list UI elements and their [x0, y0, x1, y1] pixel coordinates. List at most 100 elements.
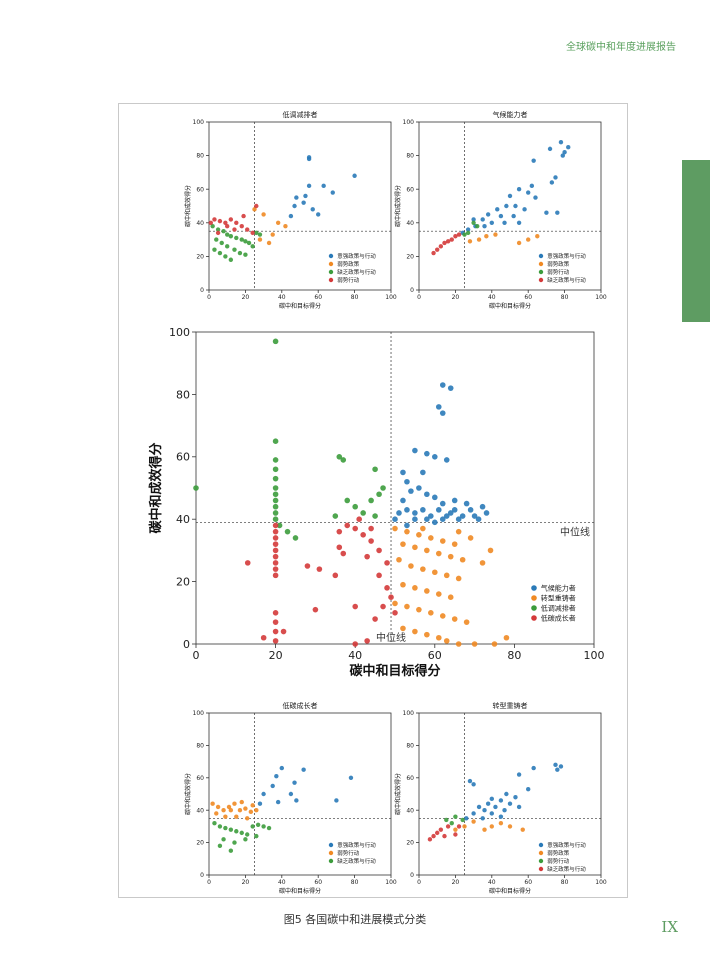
data-point — [459, 513, 466, 519]
data-point — [460, 817, 465, 823]
y-tick-label: 0 — [410, 287, 414, 294]
data-point — [526, 190, 531, 195]
data-point — [239, 799, 244, 805]
x-tick-label: 0 — [417, 879, 421, 886]
y-tick-label: 0 — [183, 638, 190, 651]
data-point — [332, 513, 339, 519]
legend-marker — [328, 253, 334, 259]
data-point — [516, 187, 522, 192]
data-point — [360, 532, 366, 538]
x-axis-label: 碳中和目标得分 — [489, 302, 531, 310]
data-point — [471, 513, 478, 519]
x-tick-label: 40 — [278, 294, 286, 301]
data-point — [352, 641, 358, 647]
data-point — [225, 223, 230, 229]
data-point — [526, 237, 531, 242]
data-point — [453, 234, 458, 239]
data-point — [485, 212, 491, 217]
data-point — [348, 775, 354, 780]
data-point — [424, 516, 430, 522]
data-point — [212, 217, 217, 222]
data-point — [225, 244, 230, 249]
data-point — [489, 824, 494, 829]
data-point — [257, 237, 263, 242]
report-header-title: 全球碳中和年度进展报告 — [566, 42, 676, 53]
data-point — [321, 183, 326, 189]
data-point — [455, 516, 462, 522]
data-point — [471, 217, 476, 222]
data-point — [555, 767, 560, 772]
legend-label: 弱势政策 — [547, 260, 570, 268]
data-point — [498, 820, 504, 826]
plot-frame — [208, 121, 392, 291]
x-tick-label: 100 — [584, 649, 605, 662]
x-tick-label: 0 — [207, 294, 211, 301]
data-point — [228, 257, 234, 262]
data-point — [451, 507, 458, 513]
data-point — [529, 183, 535, 189]
data-point — [272, 638, 279, 644]
data-point — [439, 516, 446, 522]
data-point — [432, 454, 438, 460]
data-point — [239, 237, 244, 242]
data-point — [447, 510, 454, 516]
data-point — [225, 232, 230, 237]
data-point — [432, 569, 438, 576]
y-axis-label: 碳中和成效得分 — [148, 442, 164, 533]
data-point — [408, 488, 414, 494]
y-tick-label: 80 — [196, 743, 204, 750]
x-tick-label: 0 — [193, 649, 200, 662]
data-point — [356, 516, 362, 522]
legend-label: 意强政策与行动 — [337, 252, 376, 260]
data-point — [340, 550, 347, 557]
y-tick-label: 20 — [196, 254, 204, 261]
data-point — [215, 230, 221, 236]
data-point — [400, 581, 406, 588]
data-point — [526, 786, 531, 792]
x-tick-label: 40 — [488, 294, 496, 301]
data-point — [451, 541, 458, 547]
data-point — [275, 799, 281, 805]
data-point — [212, 247, 217, 252]
data-point — [404, 603, 410, 610]
data-point — [487, 547, 494, 554]
data-point — [232, 227, 237, 232]
data-point — [221, 837, 226, 842]
data-point — [217, 218, 223, 224]
data-point — [420, 566, 426, 572]
data-point — [451, 497, 458, 504]
data-point — [560, 153, 565, 158]
y-axis-label: 碳中和成效得分 — [394, 185, 402, 227]
data-point — [223, 254, 228, 259]
x-tick-label: 20 — [452, 294, 460, 301]
legend-label: 弱势行动 — [547, 857, 570, 865]
data-point — [288, 791, 294, 797]
data-point — [352, 603, 358, 610]
plot-frame — [418, 121, 602, 291]
data-point — [266, 240, 272, 246]
data-point — [558, 139, 564, 145]
data-point — [464, 816, 469, 821]
data-point — [455, 641, 462, 647]
y-tick-label: 40 — [406, 220, 414, 227]
data-point — [439, 382, 446, 388]
data-point — [400, 497, 406, 504]
legend-marker — [531, 615, 537, 621]
data-point — [447, 594, 454, 600]
data-point — [223, 814, 228, 819]
data-point — [467, 535, 474, 541]
data-point — [428, 610, 434, 616]
data-point — [266, 825, 272, 831]
data-point — [232, 247, 237, 252]
data-point — [312, 606, 319, 613]
x-tick-label: 40 — [278, 879, 286, 886]
legend-marker — [328, 261, 334, 267]
legend-marker — [538, 866, 544, 872]
data-point — [228, 217, 234, 222]
data-point — [485, 801, 491, 806]
legend-label: 意强政策与行动 — [547, 252, 586, 260]
x-tick-label: 40 — [488, 879, 496, 886]
x-tick-label: 100 — [385, 879, 397, 886]
data-point — [217, 843, 223, 849]
data-point — [352, 503, 358, 510]
